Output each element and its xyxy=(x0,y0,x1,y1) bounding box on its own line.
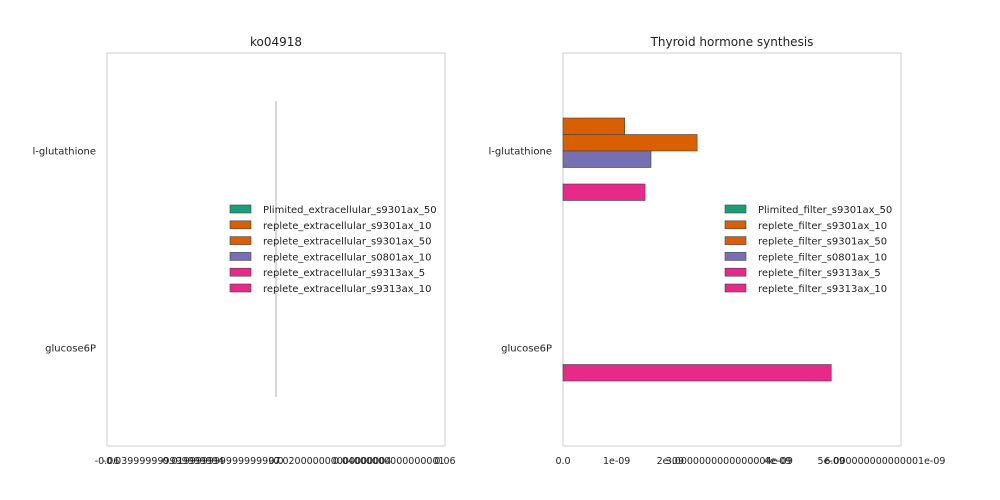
x-tick-label: 0.0 xyxy=(555,456,570,467)
legend-label: Plimited_filter_s9301ax_50 xyxy=(758,205,892,216)
category-label: l-glutathione xyxy=(488,147,552,158)
legend-swatch xyxy=(229,236,252,245)
x-tick-label: 1e-09 xyxy=(603,456,630,467)
legend: Plimited_filter_s9301ax_50 replete_filter… xyxy=(724,204,892,295)
legend-swatch xyxy=(229,283,252,293)
x-tick-label: 0.0 xyxy=(268,456,283,467)
legend-swatch xyxy=(724,220,747,230)
legend-swatch xyxy=(229,267,252,277)
x-tick-label: 3.0000000000000004e-09 xyxy=(666,456,793,467)
bar xyxy=(562,134,698,152)
plot-frame xyxy=(562,52,902,447)
legend-label: replete_extracellular_s9313ax_10 xyxy=(263,284,431,295)
legend-label: replete_filter_s9301ax_10 xyxy=(758,221,887,232)
legend-label: replete_extracellular_s9301ax_10 xyxy=(263,221,431,232)
legend-swatch xyxy=(229,204,252,214)
legend: Plimited_extracellular_s9301ax_50replete… xyxy=(229,204,437,295)
legend-swatch xyxy=(724,236,747,245)
x-tick-label: 0.06 xyxy=(434,456,455,467)
legend-swatch xyxy=(724,267,747,277)
chart-panel-2: Thyroid hormone synthesis l-glutathione gl… xyxy=(488,35,945,467)
legend-label: replete_filter_s9313ax_5 xyxy=(758,268,881,279)
chart-panel-1: ko04918 l-glutathione glucose6P -0.06-0.039… xyxy=(32,35,455,467)
bar xyxy=(562,364,832,382)
legend-swatch xyxy=(724,252,747,261)
chart-title: Thyroid hormone synthesis xyxy=(650,35,814,49)
x-tick-label: 6.000000000000001e-09 xyxy=(824,456,945,467)
plot-frame xyxy=(106,52,446,447)
category-label: glucose6P xyxy=(45,344,96,355)
x-tick-label: -0.039999999999999994 xyxy=(103,456,224,467)
legend-label: replete_extracellular_s9313ax_5 xyxy=(263,268,425,279)
legend-swatch xyxy=(229,252,252,261)
x-tick-label: 2e-09 xyxy=(657,456,684,467)
x-tick-label: 0.020000000000000004 xyxy=(273,456,391,467)
category-label: l-glutathione xyxy=(32,147,96,158)
legend-label: replete_filter_s9301ax_50 xyxy=(758,237,887,248)
x-tick-label: -0.06 xyxy=(95,456,120,467)
legend-swatch xyxy=(724,283,747,293)
bar xyxy=(562,183,646,201)
legend-swatch xyxy=(724,204,747,214)
chart-title: ko04918 xyxy=(250,35,302,49)
x-tick-label: 4e-09 xyxy=(764,456,791,467)
x-tick-label: -0.019999999999999997 xyxy=(159,456,280,467)
legend-label: replete_filter_s0801ax_10 xyxy=(758,252,887,263)
x-tick-label: 5e-09 xyxy=(818,456,845,467)
bar xyxy=(562,150,652,168)
legend-label: replete_extracellular_s9301ax_50 xyxy=(263,237,431,248)
legend-label: replete_extracellular_s0801ax_10 xyxy=(263,252,431,263)
legend-swatch xyxy=(229,220,252,230)
category-label: glucose6P xyxy=(501,344,552,355)
bar xyxy=(562,117,625,135)
x-tick-label: 0.04000000000000001 xyxy=(333,456,445,467)
legend-label: replete_filter_s9313ax_10 xyxy=(758,284,887,295)
legend-label: Plimited_extracellular_s9301ax_50 xyxy=(263,205,437,216)
